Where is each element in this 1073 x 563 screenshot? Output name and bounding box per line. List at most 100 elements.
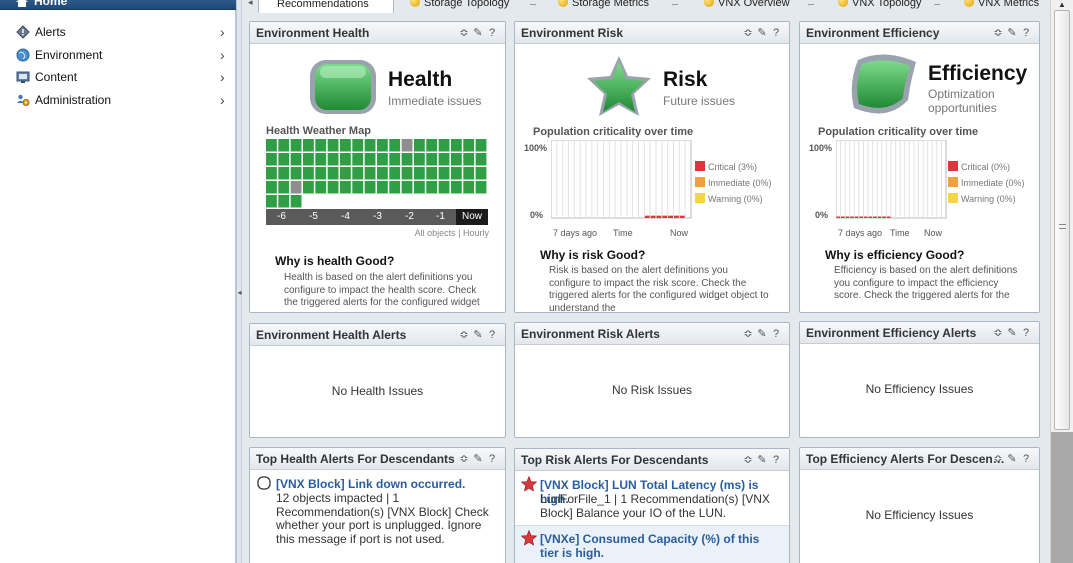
edit-icon[interactable]: ✎ [1007,453,1017,465]
tab-label: VNX Overview [718,0,790,9]
widget-tools: ≎ ✎? [741,449,783,471]
tab-storage-topology[interactable]: Storage Topology [404,0,515,13]
x-axis-label: 7 days ago [553,228,598,238]
axis-label: -3 [373,211,382,222]
weather-map-footer[interactable]: All objects | Hourly [414,228,489,238]
weather-map-cell [315,167,327,180]
edit-icon[interactable]: ✎ [473,453,483,465]
dashboard-area: ◂ Recommendations Storage Topology Stora… [242,0,1050,563]
widget-title: Environment Risk Alerts [521,327,660,341]
legend-label: Critical (3%) [708,162,758,172]
help-icon[interactable]: ? [1022,453,1030,465]
collapse-icon[interactable]: ≎ [993,453,1003,465]
tab-recommendations[interactable]: Recommendations [258,0,394,13]
home-nav-item[interactable]: Home [0,0,236,10]
edit-icon[interactable]: ✎ [1007,27,1017,39]
health-heading: Health [388,68,453,91]
widget-header: Environment Health ≎ ✎? [250,22,505,44]
tab-vnx-overview[interactable]: VNX Overview [698,0,796,13]
critical-bar [644,215,650,218]
collapse-icon[interactable]: ≎ [743,328,753,340]
weather-map-cell [389,153,401,166]
weather-map-cell [327,167,339,180]
weather-map-cell [376,139,388,152]
chevron-right-icon: › [220,69,225,85]
why-body: Health is based on the alert definitions… [284,272,480,308]
dashboard-icon [838,0,848,7]
weather-map-cell [463,181,475,194]
chevron-right-icon: › [220,24,225,40]
empty-message: No Health Issues [331,384,424,398]
legend-label: Immediate (0%) [961,178,1025,188]
y-axis-min: 0% [815,210,829,220]
weather-map-cell [426,181,438,194]
sidebar-item-administration[interactable]: Administration › [0,89,236,111]
critical-bar [882,216,886,218]
tab-storage-metrics[interactable]: Storage Metrics [552,0,655,13]
help-icon[interactable]: ? [772,454,780,466]
help-icon[interactable]: ? [488,453,496,465]
alert-link[interactable]: [VNX Block] Link down occurred. [276,477,466,491]
vertical-scrollbar[interactable]: ▲ [1050,0,1073,563]
environment-risk-widget: Environment Risk ≎ ✎? Risk Future issues … [514,21,790,313]
sidebar-item-content[interactable]: Content › [0,66,236,88]
sidebar-item-alerts[interactable]: Alerts › [0,21,236,43]
scroll-up-icon[interactable]: ▲ [1058,0,1066,9]
weather-map-cell [401,181,413,194]
help-icon[interactable]: ? [1022,27,1030,39]
weather-map-cell [290,167,302,180]
critical-bar [854,216,859,218]
weather-map-axis: -6 -5 -4 -3 -2 -1 Now [266,209,488,225]
sidebar-item-label: Environment [35,48,103,62]
collapse-icon[interactable]: ≎ [459,453,469,465]
weather-map-cell [364,153,376,166]
edit-icon[interactable]: ✎ [1007,327,1017,339]
critical-bar [845,216,850,218]
help-icon[interactable]: ? [772,328,780,340]
collapse-icon[interactable]: ≎ [459,329,469,341]
tab-separator [808,4,814,5]
legend-label: Warning (0%) [708,194,763,204]
weather-map-cell [339,181,351,194]
critical-star-icon [521,476,537,492]
widget-tools: ≎ ✎? [991,322,1033,344]
dashboard-icon [410,0,420,7]
tab-scroll-left-icon[interactable]: ◂ [248,0,253,7]
edit-icon[interactable]: ✎ [757,454,767,466]
tab-vnx-metrics[interactable]: VNX Metrics [958,0,1045,13]
weather-map-cell [450,153,462,166]
help-icon[interactable]: ? [1022,327,1030,339]
widget-title: Top Health Alerts For Descendants [256,452,455,466]
collapse-icon[interactable]: ≎ [743,27,753,39]
edit-icon[interactable]: ✎ [473,27,483,39]
edit-icon[interactable]: ✎ [757,328,767,340]
sidebar-item-environment[interactable]: Environment › [0,44,236,66]
alert-link[interactable]: [VNX Block] LUN Total Latency (ms) is hi… [540,478,759,506]
panel-splitter[interactable]: ◂ [236,0,242,563]
edit-icon[interactable]: ✎ [757,27,767,39]
widget-header: Environment Health Alerts ≎ ✎? [250,324,505,346]
collapse-icon[interactable]: ≎ [743,454,753,466]
alert-link[interactable]: [VNXe] Consumed Capacity (%) of this tie… [540,532,760,560]
weather-map-cell [426,153,438,166]
scrollbar-track[interactable] [1051,432,1073,563]
why-body: Efficiency is based on the alert definit… [834,265,1018,301]
legend-item: Immediate (0%) [695,177,772,193]
weather-map-cell [438,139,450,152]
tab-vnx-topology[interactable]: VNX Topology [832,0,928,13]
edit-icon[interactable]: ✎ [473,329,483,341]
collapse-icon[interactable]: ≎ [459,27,469,39]
help-icon[interactable]: ? [488,27,496,39]
help-icon[interactable]: ? [488,329,496,341]
weather-map-cell [266,195,277,208]
collapse-icon[interactable]: ≎ [993,27,1003,39]
help-icon[interactable]: ? [772,27,780,39]
collapse-icon[interactable]: ≎ [993,327,1003,339]
alert-row-selected[interactable] [515,525,789,563]
scrollbar-thumb[interactable] [1054,10,1070,430]
weather-map-cell [401,153,413,166]
weather-map-cell [327,139,339,152]
widget-title: Environment Efficiency [806,26,940,40]
collapse-left-icon[interactable]: ◂ [237,288,242,297]
legend-swatch [948,177,958,187]
